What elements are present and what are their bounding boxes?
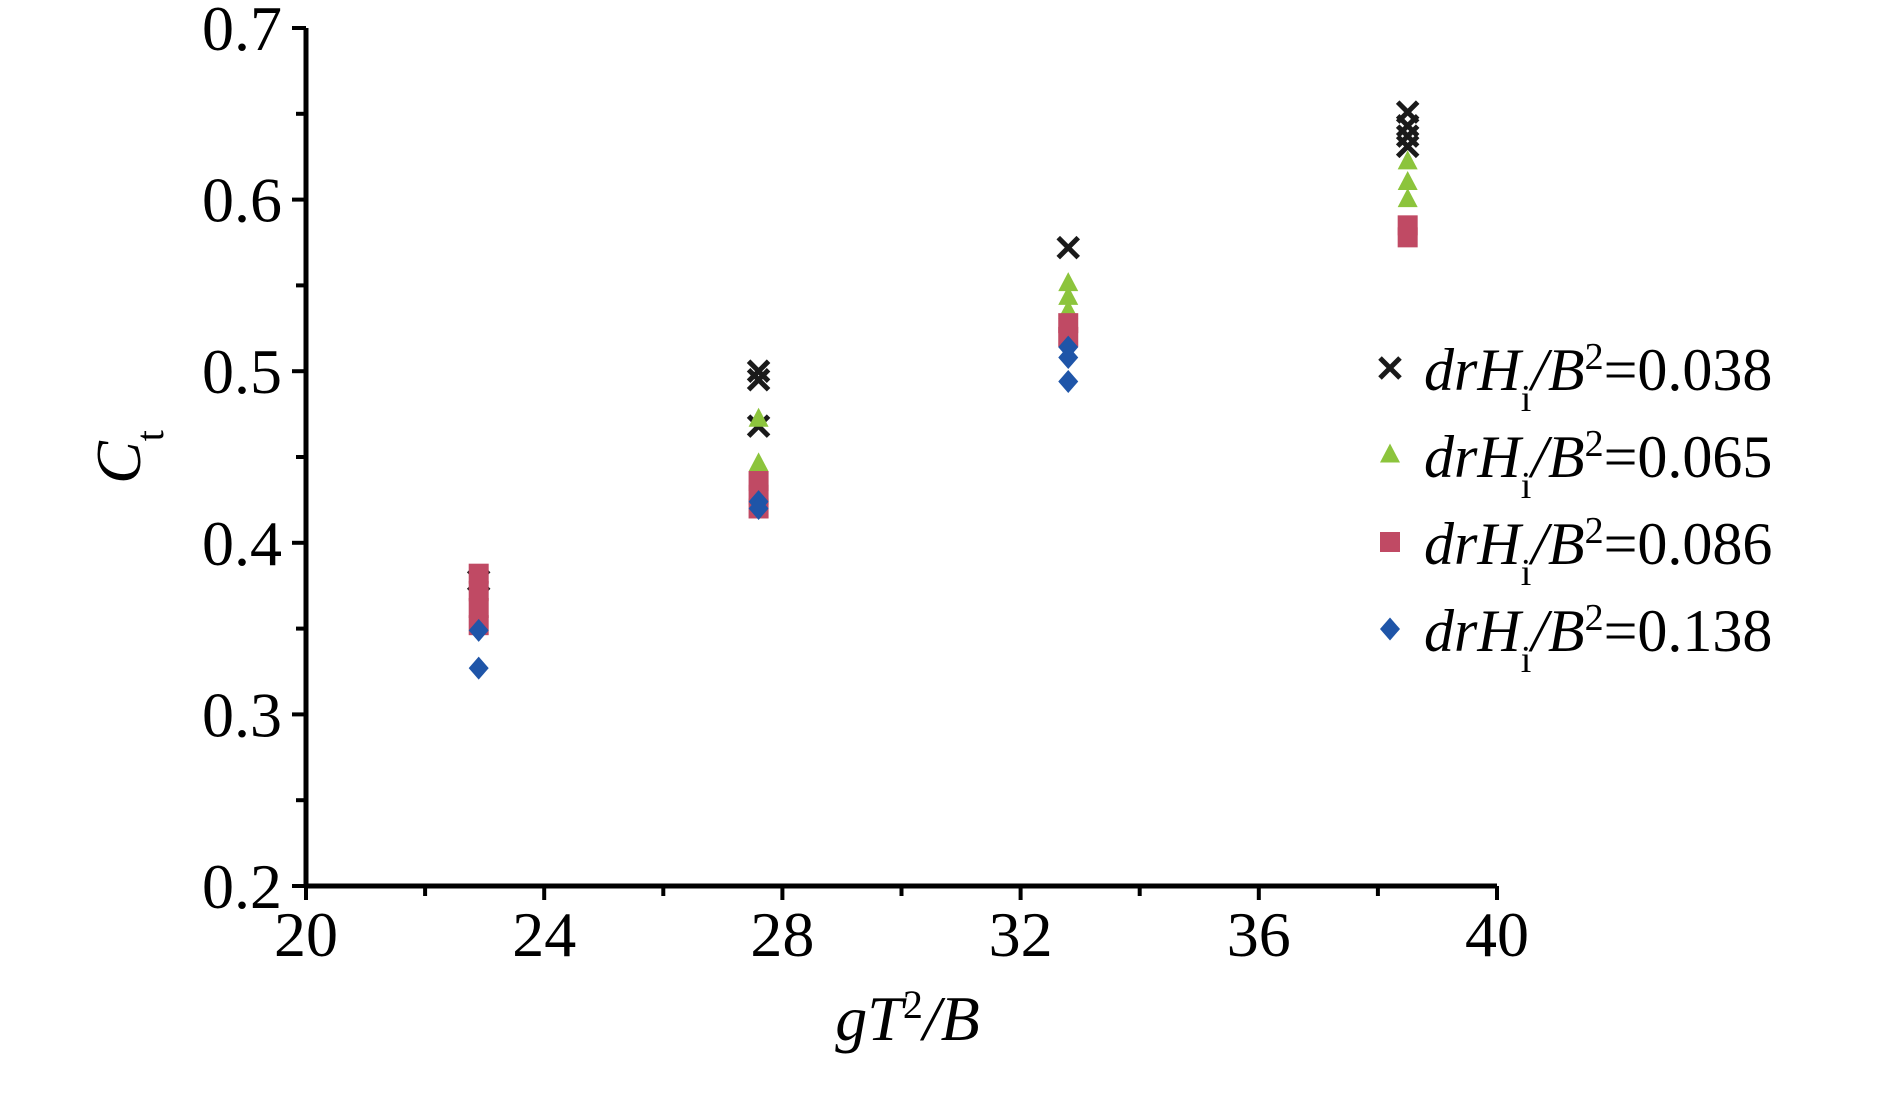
legend-label-sup: 2 xyxy=(1585,336,1604,378)
y-axis-title-main: C xyxy=(83,440,154,484)
data-point-x xyxy=(746,368,771,392)
legend-marker-square xyxy=(1380,532,1400,552)
y-tick-label: 0.3 xyxy=(202,679,282,750)
legend-label-post: =0.138 xyxy=(1604,598,1773,664)
data-point-triangle xyxy=(1397,188,1418,208)
legend-label: drHi/B2=0.086 xyxy=(1424,510,1772,594)
data-point-diamond xyxy=(1058,345,1079,369)
legend-label: drHi/B2=0.138 xyxy=(1424,597,1772,681)
axes xyxy=(303,28,1497,889)
legend-label-mid: /B xyxy=(1528,511,1584,577)
data-point-triangle xyxy=(1058,285,1079,305)
y-axis-title-sub: t xyxy=(127,430,172,441)
legend-marker-diamond xyxy=(1380,617,1400,641)
y-axis-title: Ct xyxy=(83,430,172,484)
data-point-square xyxy=(468,598,489,619)
legend-label-sup: 2 xyxy=(1585,510,1604,552)
x-tick-label: 24 xyxy=(512,899,576,970)
data-point-x xyxy=(746,359,771,383)
data-point-triangle xyxy=(748,452,769,472)
data-point-square xyxy=(468,580,489,601)
x-axis-title-sup: 2 xyxy=(903,982,923,1027)
legend-label-mid: /B xyxy=(1528,337,1584,403)
y-tick-label: 0.6 xyxy=(202,165,282,236)
data-point-triangle xyxy=(1397,150,1418,170)
legend-marker-triangle xyxy=(1380,443,1400,463)
x-tick-label: 32 xyxy=(989,899,1053,970)
series-triangle-points xyxy=(468,150,1418,602)
legend-label-pre: drH xyxy=(1424,598,1524,664)
legend-label-mid: /B xyxy=(1528,424,1584,490)
data-point-diamond xyxy=(748,496,769,520)
x-tick-label: 40 xyxy=(1465,899,1529,970)
legend: drHi/B2=0.038drHi/B2=0.065drHi/B2=0.086d… xyxy=(1378,336,1772,681)
series-x-points xyxy=(466,100,1420,593)
legend-label-sup: 2 xyxy=(1585,597,1604,639)
y-tick-label: 0.5 xyxy=(202,336,282,407)
legend-label-pre: drH xyxy=(1424,337,1524,403)
series-diamond-points xyxy=(468,335,1079,680)
legend-label-mid: /B xyxy=(1528,598,1584,664)
series-square-points xyxy=(468,215,1418,636)
data-point-diamond xyxy=(468,656,489,680)
ticks: 0.2 0.3 0.4 0.5 0.6 0.7 20 24 28 32 36 40 xyxy=(202,0,1529,970)
data-point-diamond xyxy=(468,618,489,642)
legend-label: drHi/B2=0.038 xyxy=(1424,336,1772,420)
legend-label-sub: i xyxy=(1521,552,1532,594)
x-axis-title: gT2/B xyxy=(835,982,979,1055)
x-tick-label: 28 xyxy=(750,899,814,970)
legend-marker-x xyxy=(1378,356,1402,380)
x-axis-title-rest: /B xyxy=(920,983,980,1054)
data-points xyxy=(466,100,1420,680)
data-point-triangle xyxy=(748,407,769,427)
y-tick-label: 0.7 xyxy=(202,0,282,64)
x-axis-title-main: gT xyxy=(835,983,907,1054)
legend-label-post: =0.038 xyxy=(1604,337,1773,403)
legend-label-sub: i xyxy=(1521,465,1532,507)
data-point-triangle xyxy=(1397,170,1418,190)
data-point-square xyxy=(1397,227,1418,248)
legend-label: drHi/B2=0.065 xyxy=(1424,423,1772,507)
legend-label-pre: drH xyxy=(1424,511,1524,577)
y-tick-label: 0.4 xyxy=(202,508,282,579)
legend-label-post: =0.086 xyxy=(1604,511,1773,577)
legend-label-sup: 2 xyxy=(1585,423,1604,465)
legend-label-pre: drH xyxy=(1424,424,1524,490)
data-point-square xyxy=(468,563,489,584)
data-point-diamond xyxy=(1058,369,1079,393)
x-tick-label: 20 xyxy=(274,899,338,970)
data-point-x xyxy=(1395,134,1420,159)
data-point-triangle xyxy=(1058,272,1079,292)
legend-label-post: =0.065 xyxy=(1604,424,1773,490)
x-tick-label: 36 xyxy=(1227,899,1291,970)
y-tick-label: 0.2 xyxy=(202,851,282,922)
legend-label-sub: i xyxy=(1521,378,1532,420)
data-point-x xyxy=(1056,235,1081,260)
legend-label-sub: i xyxy=(1521,639,1532,681)
